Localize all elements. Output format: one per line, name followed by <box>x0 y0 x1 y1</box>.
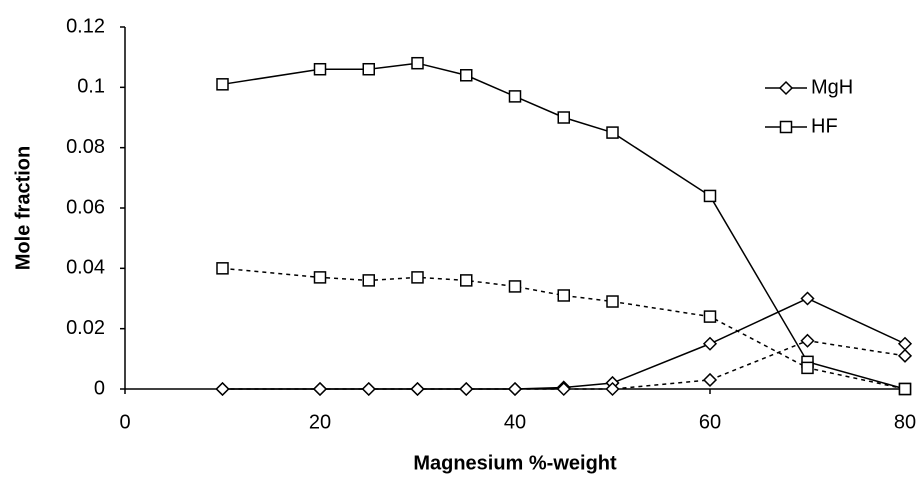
marker <box>459 381 474 397</box>
marker <box>898 382 912 396</box>
marker <box>703 189 717 203</box>
series-line <box>222 339 906 390</box>
y-tick-label: 0.02 <box>66 317 105 339</box>
legend-label: MgH <box>811 76 853 98</box>
marker <box>703 310 717 323</box>
marker <box>605 381 620 397</box>
marker <box>557 289 570 302</box>
legend-marker <box>778 80 794 96</box>
marker <box>411 56 424 70</box>
marker <box>508 90 522 103</box>
x-tick-label: 20 <box>309 411 331 433</box>
x-axis-title: Magnesium %-weight <box>413 452 617 474</box>
y-tick-label: 0 <box>94 377 105 399</box>
marker <box>801 361 814 375</box>
marker <box>507 381 523 397</box>
marker <box>362 62 375 76</box>
series-line <box>222 267 906 390</box>
marker <box>800 291 815 306</box>
marker <box>606 295 619 308</box>
marker <box>897 348 913 363</box>
y-tick-label: 0.04 <box>66 257 105 279</box>
marker <box>216 262 229 275</box>
series-line <box>222 297 906 390</box>
marker <box>313 62 327 76</box>
marker <box>702 336 718 351</box>
x-tick-label: 80 <box>894 411 916 433</box>
legend-marker <box>779 120 793 134</box>
marker <box>362 274 375 287</box>
marker <box>508 280 522 293</box>
marker <box>215 381 230 397</box>
marker <box>312 381 328 397</box>
marker <box>313 271 327 284</box>
marker <box>411 271 424 284</box>
y-axis-title: Mole fraction <box>12 146 34 270</box>
x-tick-label: 0 <box>119 411 130 433</box>
y-tick-label: 0.06 <box>66 196 105 218</box>
marker <box>216 78 229 91</box>
marker <box>361 381 376 397</box>
marker <box>556 381 571 397</box>
marker <box>410 381 425 397</box>
marker <box>460 69 473 82</box>
marker <box>702 372 718 388</box>
marker <box>606 126 619 139</box>
y-tick-label: 0.1 <box>77 76 105 98</box>
marker <box>800 333 815 348</box>
marker <box>897 336 913 351</box>
x-tick-label: 40 <box>504 411 526 433</box>
y-tick-label: 0.12 <box>66 15 105 37</box>
y-tick-label: 0.08 <box>66 136 105 158</box>
marker <box>557 111 570 124</box>
marker <box>460 274 473 287</box>
legend-label: HF <box>811 115 838 137</box>
x-tick-label: 60 <box>699 411 721 433</box>
